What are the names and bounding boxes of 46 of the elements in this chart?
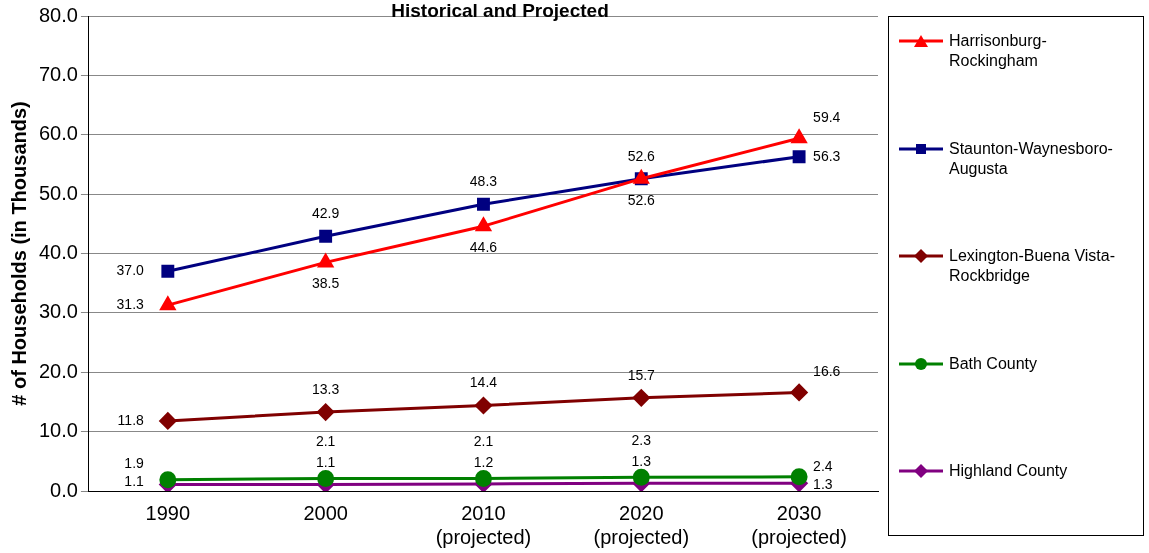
y-tick-label: 10.0 xyxy=(38,419,78,442)
chart-title: Historical and Projected xyxy=(390,0,610,22)
data-label: 42.9 xyxy=(312,205,340,222)
data-label: 16.6 xyxy=(813,363,841,380)
data-label: 11.8 xyxy=(117,411,145,428)
data-label: 1.3 xyxy=(631,453,652,470)
y-tick-label: 20.0 xyxy=(38,359,78,382)
data-label: 52.6 xyxy=(627,147,656,164)
data-label: 59.4 xyxy=(813,109,841,126)
data-label: 2.1 xyxy=(315,433,336,450)
y-tick-label: 50.0 xyxy=(38,181,78,204)
x-tick-label: 1990 xyxy=(145,501,191,524)
legend-label: Highland County xyxy=(949,461,1069,481)
x-tick-label: 2010 (projected) xyxy=(435,501,532,548)
data-label: 52.6 xyxy=(627,191,656,208)
data-label: 31.3 xyxy=(116,296,145,313)
y-tick-label: 60.0 xyxy=(38,122,78,145)
x-tick-label: 2000 xyxy=(303,501,348,524)
data-label: 1.1 xyxy=(124,473,145,490)
data-label: 14.4 xyxy=(469,374,498,391)
data-label: 37.0 xyxy=(116,262,145,279)
legend-label: Staunton-Waynesboro-Augusta xyxy=(949,138,1114,179)
legend-label: Bath County xyxy=(949,353,1039,374)
data-label: 38.5 xyxy=(312,275,340,292)
y-tick-label: 70.0 xyxy=(38,62,78,85)
data-label: 13.3 xyxy=(312,380,340,397)
data-label: 2.4 xyxy=(813,457,833,474)
data-label: 48.3 xyxy=(469,173,498,190)
data-label: 56.3 xyxy=(813,147,841,164)
data-label: 44.6 xyxy=(469,239,498,256)
data-label: 2.3 xyxy=(631,432,652,449)
legend-label: Harrisonburg-Rockingham xyxy=(949,31,1048,71)
data-label: 1.2 xyxy=(473,453,494,470)
data-label: 1.3 xyxy=(813,476,833,493)
x-tick-label: 2030 (projected) xyxy=(751,501,847,548)
y-tick-label: 30.0 xyxy=(38,300,78,323)
data-label: 1.1 xyxy=(315,454,336,471)
legend-label: Lexington-Buena Vista-Rockbridge xyxy=(949,246,1117,286)
y-tick-label: 0.0 xyxy=(50,478,78,501)
y-axis-title: # of Households (in Thousands) xyxy=(7,101,30,406)
data-label: 15.7 xyxy=(627,366,656,383)
data-label: 2.1 xyxy=(473,433,494,450)
y-tick-label: 40.0 xyxy=(38,241,78,264)
y-tick-label: 80.0 xyxy=(38,3,78,26)
data-label: 1.9 xyxy=(124,454,145,471)
x-tick-label: 2020 (projected) xyxy=(593,501,690,548)
